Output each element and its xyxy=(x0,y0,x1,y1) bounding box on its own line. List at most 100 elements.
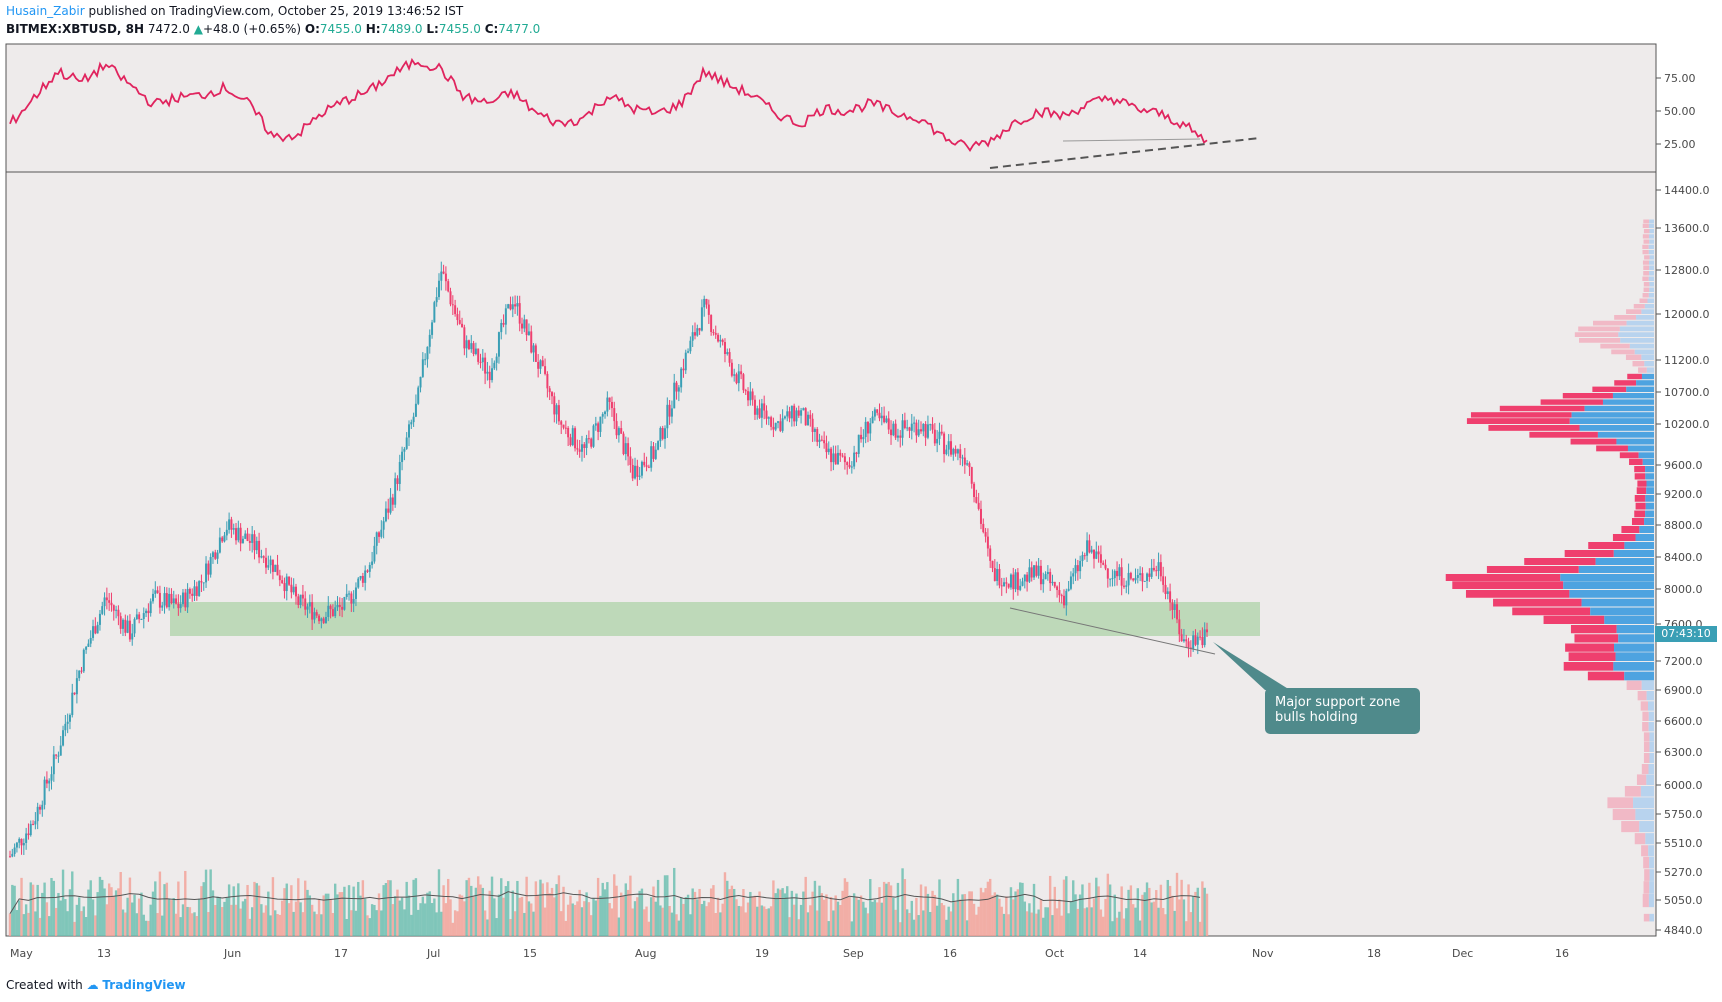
volume-bar xyxy=(1185,921,1188,936)
candle-body xyxy=(661,427,664,439)
price-tick-label: 8000.0 xyxy=(1664,583,1703,596)
x-tick-label: May xyxy=(10,947,33,960)
candle-body xyxy=(1132,578,1135,581)
profile-bar-down xyxy=(1643,753,1650,763)
volume-bar xyxy=(811,891,814,936)
candle-body xyxy=(700,307,703,331)
volume-bar xyxy=(1171,895,1174,936)
annotation-callout[interactable]: Major support zone bulls holding xyxy=(1265,688,1420,734)
volume-bar xyxy=(370,904,374,936)
candle-body xyxy=(276,564,279,576)
volume-bar xyxy=(979,887,983,936)
candle-body xyxy=(151,593,154,602)
candle-body xyxy=(389,497,392,513)
candle-body xyxy=(1116,570,1119,577)
volume-bar xyxy=(696,899,699,936)
volume-bar xyxy=(465,880,468,936)
candle-body xyxy=(504,308,507,325)
volume-bar xyxy=(71,871,74,936)
x-tick-label: Dec xyxy=(1452,947,1473,960)
candle-body xyxy=(931,424,934,430)
profile-bar-up xyxy=(1646,774,1654,785)
volume-bar xyxy=(91,899,95,936)
profile-bar-up xyxy=(1584,405,1654,412)
candle-body xyxy=(45,779,48,784)
profile-bar-down xyxy=(1642,293,1649,298)
candle-body xyxy=(521,323,524,329)
profile-bar-down xyxy=(1643,239,1650,244)
volume-bar xyxy=(405,881,408,936)
candle-body xyxy=(299,594,302,605)
volume-bar xyxy=(1187,884,1190,936)
annotation-line1: Major support zone xyxy=(1275,695,1401,710)
candle-body xyxy=(78,670,81,679)
candle-body xyxy=(797,410,800,416)
volume-bar xyxy=(534,881,538,936)
volume-bar xyxy=(1141,894,1144,936)
profile-bar-up xyxy=(1649,260,1654,265)
candle-body xyxy=(142,613,145,619)
volume-bar xyxy=(361,880,365,936)
candle-body xyxy=(1079,560,1082,572)
volume-bar xyxy=(520,896,524,936)
candle-body xyxy=(1164,584,1167,594)
candle-body xyxy=(292,586,295,593)
candle-body xyxy=(511,304,514,310)
candle-body xyxy=(301,594,304,599)
profile-bar-down xyxy=(1626,680,1642,690)
volume-bar xyxy=(804,876,807,936)
volume-bar xyxy=(423,903,427,936)
profile-bar-down xyxy=(1643,881,1650,894)
volume-bar xyxy=(426,892,429,936)
volume-bar xyxy=(1058,899,1061,936)
volume-bar xyxy=(956,878,960,936)
profile-bar-up xyxy=(1645,473,1654,480)
tradingview-link[interactable]: TradingView xyxy=(102,978,186,992)
profile-bar-up xyxy=(1641,373,1654,380)
candle-body xyxy=(214,552,217,559)
price-tick-label: 6300.0 xyxy=(1664,746,1703,759)
profile-bar-up xyxy=(1602,399,1654,405)
volume-bar xyxy=(1164,914,1167,936)
candle-body xyxy=(271,559,274,572)
author-link[interactable]: Husain_Zabir xyxy=(6,4,85,18)
candle-body xyxy=(497,332,500,357)
candle-body xyxy=(48,780,51,784)
x-tick-label: 17 xyxy=(334,947,348,960)
volume-bar xyxy=(417,909,420,936)
candle-body xyxy=(25,833,28,843)
candle-body xyxy=(350,593,353,604)
volume-bar xyxy=(31,884,35,936)
candle-body xyxy=(560,421,563,425)
candle-body xyxy=(668,404,671,417)
volume-bar xyxy=(679,897,683,936)
volume-bar xyxy=(562,886,565,936)
profile-bar-up xyxy=(1647,298,1654,303)
candle-body xyxy=(737,371,740,384)
volume-bar xyxy=(257,885,261,936)
volume-bar xyxy=(848,896,851,936)
candle-body xyxy=(634,465,637,479)
candle-body xyxy=(917,429,920,436)
volume-bar xyxy=(15,910,19,936)
candle-body xyxy=(366,570,369,572)
volume-bar xyxy=(719,912,722,936)
volume-bar xyxy=(509,919,512,936)
profile-bar-up xyxy=(1563,581,1654,589)
profile-bar-up xyxy=(1646,691,1654,701)
volume-bar xyxy=(260,904,263,936)
volume-bar xyxy=(481,887,485,936)
volume-bar xyxy=(1127,889,1130,936)
profile-bar-down xyxy=(1636,487,1647,494)
candle-body xyxy=(760,403,763,418)
profile-bar-up xyxy=(1626,320,1654,326)
volume-bar xyxy=(493,898,496,936)
profile-bar-up xyxy=(1646,367,1654,373)
candle-body xyxy=(1180,634,1183,642)
candle-body xyxy=(811,418,814,433)
volume-bar xyxy=(788,917,791,936)
candle-body xyxy=(216,552,219,559)
profile-bar-down xyxy=(1631,518,1645,525)
volume-bar xyxy=(440,911,443,936)
